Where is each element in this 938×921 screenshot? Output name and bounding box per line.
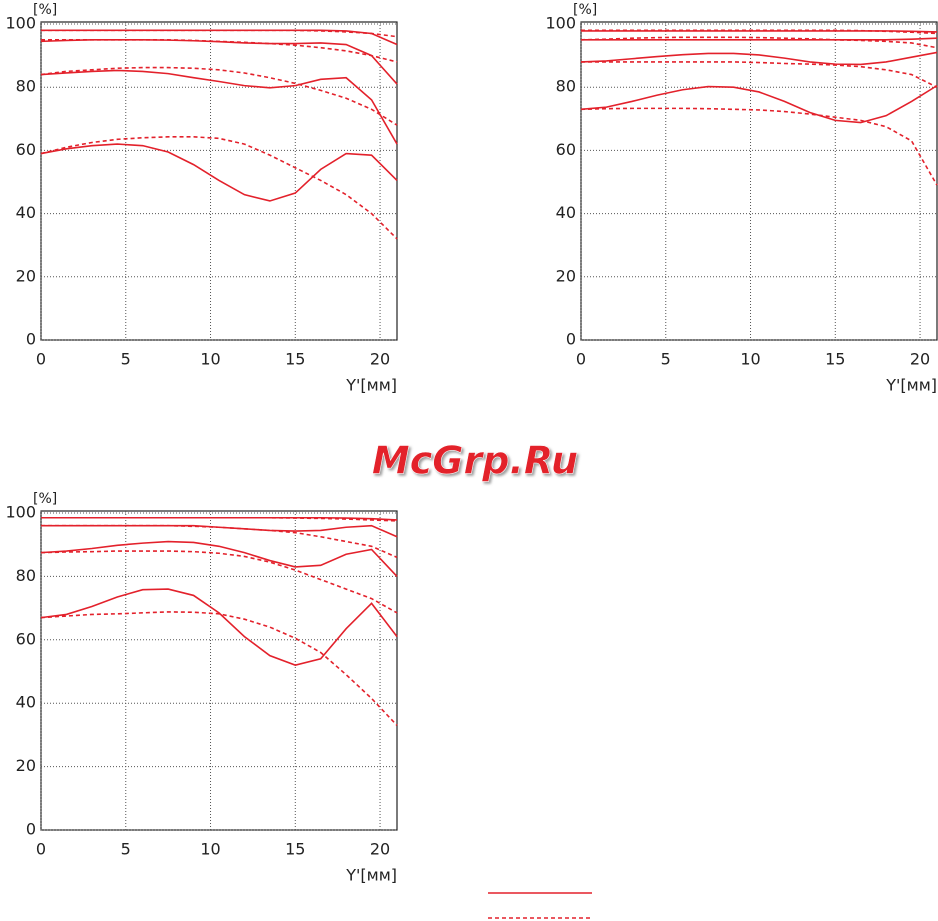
y-axis-label: [%] — [573, 2, 597, 18]
y-tick-label: 20 — [16, 756, 36, 775]
y-tick-label: 0 — [26, 330, 36, 349]
y-tick-label: 40 — [16, 693, 36, 712]
x-tick-label: 20 — [910, 350, 930, 369]
chart: 0 20 40 60 80 100 0 5 10 15 20 [%] Y'[мм] — [5, 2, 398, 395]
series-line — [580, 36, 938, 49]
y-axis-label: [%] — [33, 491, 57, 507]
y-tick-label: 100 — [545, 14, 576, 33]
y-tick-label: 0 — [566, 330, 576, 349]
watermark: McGrp.Ru — [372, 439, 578, 483]
y-tick-label: 20 — [556, 266, 576, 285]
x-tick-label: 10 — [200, 350, 220, 369]
series-line — [40, 136, 398, 240]
series-line — [41, 524, 398, 559]
x-tick-label: 20 — [370, 840, 390, 859]
series-line — [41, 29, 398, 38]
y-tick-label: 80 — [16, 566, 36, 585]
x-tick-label: 0 — [36, 840, 46, 859]
y-axis-label: [%] — [33, 2, 57, 18]
series-line — [41, 39, 398, 63]
x-tick-label: 5 — [121, 350, 131, 369]
y-tick-label: 100 — [5, 14, 36, 33]
series-line — [40, 550, 398, 614]
series-line — [581, 61, 938, 88]
x-tick-label: 0 — [36, 350, 46, 369]
x-tick-label: 15 — [285, 350, 305, 369]
series-line — [581, 37, 938, 41]
y-tick-label: 60 — [16, 629, 36, 648]
series-line — [40, 611, 398, 726]
series-line — [580, 84, 938, 124]
y-tick-label: 80 — [16, 77, 36, 96]
series-line — [40, 588, 398, 666]
series-line — [40, 69, 398, 145]
series-line — [41, 516, 398, 522]
y-tick-label: 60 — [556, 140, 576, 159]
x-tick-label: 10 — [740, 350, 760, 369]
x-tick-label: 20 — [370, 350, 390, 369]
y-tick-label: 60 — [16, 140, 36, 159]
x-axis-label: Y'[мм] — [345, 866, 397, 885]
x-tick-label: 0 — [576, 350, 586, 369]
x-tick-label: 15 — [825, 350, 845, 369]
x-tick-label: 5 — [121, 840, 131, 859]
series-line — [581, 29, 938, 35]
series-line — [40, 143, 398, 202]
y-tick-label: 100 — [5, 503, 36, 522]
y-tick-label: 20 — [16, 266, 36, 285]
y-tick-label: 80 — [556, 77, 576, 96]
series-line — [580, 107, 938, 186]
series-line — [580, 51, 938, 66]
x-axis-label: Y'[мм] — [885, 376, 937, 395]
x-axis-label: Y'[мм] — [345, 376, 397, 395]
y-tick-label: 0 — [26, 820, 36, 839]
series-line — [40, 66, 398, 126]
x-tick-label: 15 — [285, 840, 305, 859]
chart: 0 20 40 60 80 100 0 5 10 15 20 [%] Y'[мм] — [545, 2, 938, 395]
x-tick-label: 10 — [200, 840, 220, 859]
series-line — [40, 540, 398, 577]
plot-frame — [40, 510, 398, 831]
chart: 0 20 40 60 80 100 0 5 10 15 20 [%] Y'[мм] — [5, 491, 398, 885]
y-tick-label: 40 — [556, 203, 576, 222]
x-tick-label: 5 — [661, 350, 671, 369]
y-tick-label: 40 — [16, 203, 36, 222]
